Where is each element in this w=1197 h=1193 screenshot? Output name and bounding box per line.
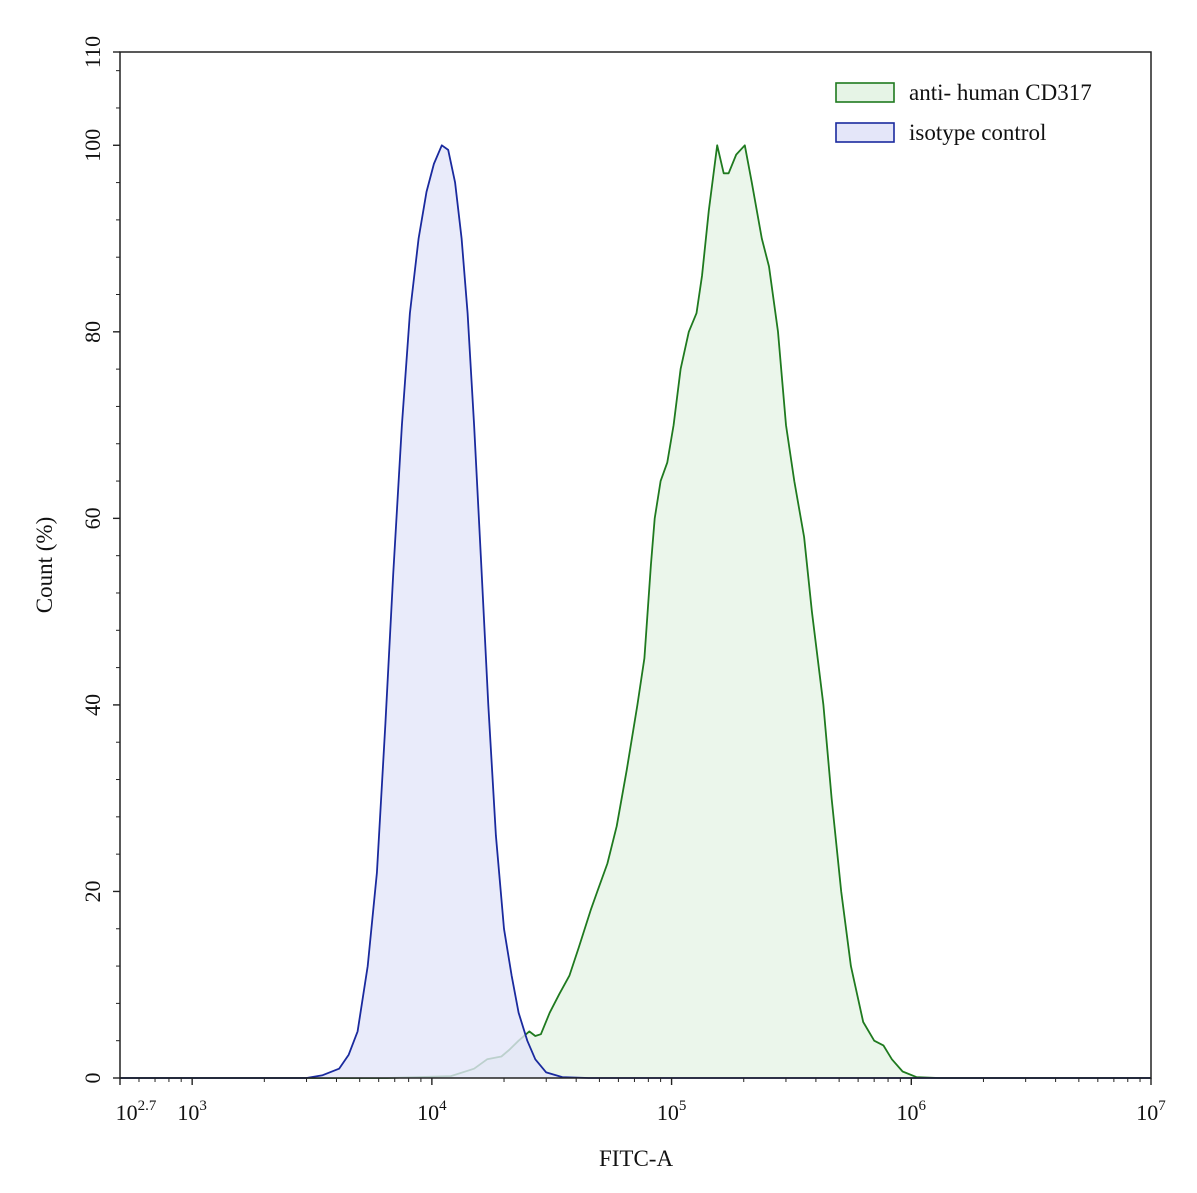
y-tick-label-2: 40 (80, 694, 105, 716)
series-layer (120, 144, 1151, 1079)
axis-layer: 0 20 40 60 80 100 110 102.7 103 104 105 106 107 (80, 36, 1166, 1125)
legend-swatch-1 (835, 122, 895, 143)
x-axis-title: FITC-A (599, 1146, 674, 1171)
x-tick-label-3: 105 (657, 1098, 687, 1125)
y-tick-label-0: 0 (80, 1073, 105, 1084)
y-tick-label-3: 60 (80, 507, 105, 529)
series-line-0 (120, 144, 1151, 1079)
y-tick-label-6: 110 (80, 36, 105, 68)
legend-label-1: isotype control (909, 120, 1046, 145)
x-tick-label-4: 106 (897, 1098, 927, 1125)
y-tick-label-1: 20 (80, 880, 105, 902)
legend-label-0: anti- human CD317 (909, 80, 1092, 105)
legend: anti- human CD317 isotype control (835, 80, 1092, 145)
plot-frame (119, 51, 1152, 1079)
x-tick-label-2: 104 (417, 1098, 447, 1125)
y-tick-label-4: 80 (80, 321, 105, 343)
x-tick-label-1: 103 (177, 1098, 207, 1125)
x-tick-label-0: 102.7 (116, 1098, 157, 1125)
y-axis-title: Count (%) (32, 517, 57, 613)
legend-swatch-0 (835, 82, 895, 103)
series-line-1 (120, 144, 1151, 1079)
series-fill-0 (120, 145, 1151, 1079)
y-tick-label-5: 100 (80, 129, 105, 162)
x-tick-label-5: 107 (1136, 1098, 1166, 1125)
